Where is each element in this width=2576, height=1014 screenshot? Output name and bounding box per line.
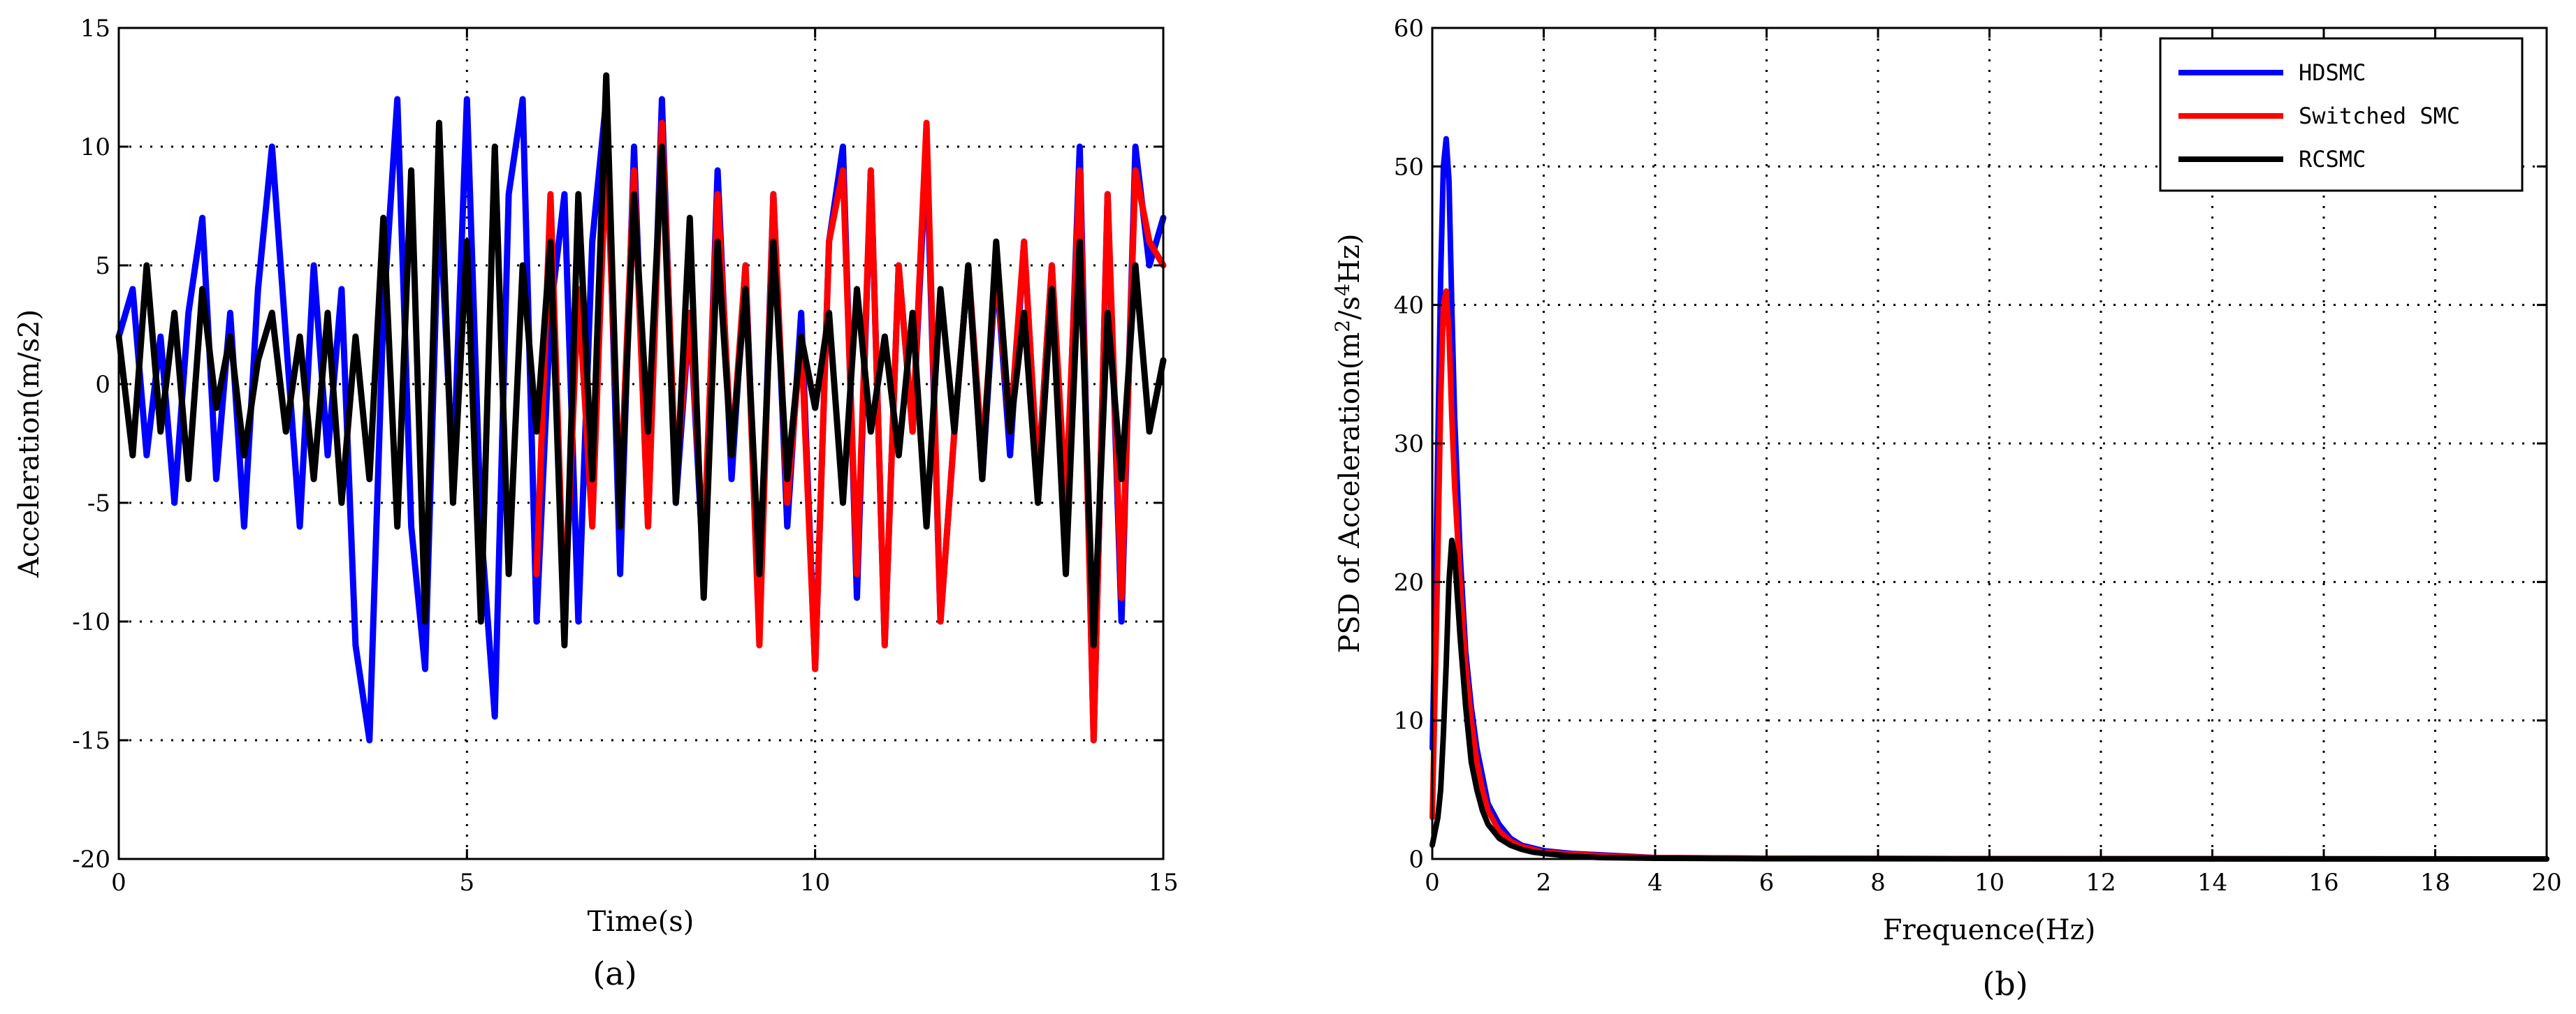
- panel-a: 0 5 10 15 -20 -15 -10 -5 0 5 10 15 Time(s) Accelera…: [13, 15, 1179, 992]
- y-tick-label: 30: [1394, 430, 1424, 458]
- y-tick-label: -15: [72, 727, 110, 755]
- panel-a-frame: [117, 27, 1165, 860]
- x-tick-label: 0: [111, 869, 126, 897]
- ylabel-prefix: PSD of Acceleration(m: [1334, 332, 1366, 654]
- x-tick-label: 16: [2308, 869, 2338, 897]
- ylabel-mid: /s: [1334, 296, 1366, 320]
- panel-b-lines: [1429, 135, 2549, 862]
- y-tick-label: 0: [1409, 846, 1424, 874]
- y-tick-label: 5: [95, 252, 110, 280]
- y-tick-label: 40: [1394, 292, 1424, 320]
- x-tick-label: 4: [1647, 869, 1663, 897]
- x-tick-label: 20: [2531, 869, 2561, 897]
- x-tick-label: 15: [1148, 869, 1178, 897]
- y-tick-label: 15: [80, 15, 110, 43]
- panel-b: 0 2 4 6 8 10 12 14 16 18 20 0 10 20 30 40 50 60 Frequence…: [1331, 15, 2562, 1003]
- y-tick-label: -5: [87, 490, 110, 517]
- legend-label-switched-smc: Switched SMC: [2299, 103, 2460, 129]
- y-tick-label: 10: [1394, 707, 1424, 735]
- x-tick-label: 14: [2197, 869, 2227, 897]
- panel-a-ticks: 0 5 10 15 -20 -15 -10 -5 0 5 10 15: [72, 15, 1178, 897]
- y-tick-label: 50: [1394, 153, 1424, 181]
- legend-label-rcsmc: RCSMC: [2299, 146, 2366, 172]
- y-tick-label: 60: [1394, 15, 1424, 43]
- x-tick-label: 6: [1759, 869, 1775, 897]
- x-tick-label: 2: [1536, 869, 1552, 897]
- series-line-switched-smc: [1429, 288, 2549, 862]
- x-tick-label: 10: [800, 869, 830, 897]
- panel-a-lines: [115, 72, 1167, 744]
- panel-b-caption: (b): [1982, 965, 2028, 1003]
- x-tick-label: 10: [1974, 869, 2004, 897]
- panel-a-xlabel: Time(s): [588, 906, 694, 938]
- ylabel-suffix: Hz): [1334, 234, 1366, 284]
- x-tick-label: 0: [1425, 869, 1440, 897]
- panel-b-grid: [1432, 28, 2547, 859]
- x-tick-label: 5: [460, 869, 475, 897]
- panel-a-ylabel: Acceleration(m/s2): [13, 309, 45, 578]
- ylabel-sup2: 4: [1331, 284, 1354, 296]
- series-line-rcsmc: [115, 72, 1167, 649]
- y-tick-label: 10: [80, 133, 110, 161]
- legend: HDSMC Switched SMC RCSMC: [2159, 37, 2524, 192]
- y-tick-label: 0: [95, 371, 110, 399]
- x-tick-label: 18: [2420, 869, 2450, 897]
- ylabel-sup1: 2: [1331, 320, 1354, 332]
- panel-b-ylabel: PSD of Acceleration(m2/s4Hz): [1331, 234, 1366, 654]
- y-tick-label: 20: [1394, 568, 1424, 596]
- x-tick-label: 8: [1870, 869, 1886, 897]
- y-tick-label: -20: [72, 846, 110, 874]
- y-tick-label: -10: [72, 608, 110, 636]
- panel-b-ticks: 0 2 4 6 8 10 12 14 16 18 20 0 10 20 30 40 50 60: [1394, 15, 2562, 897]
- panel-b-xlabel: Frequence(Hz): [1883, 914, 2096, 946]
- legend-label-hdsmc: HDSMC: [2299, 59, 2366, 86]
- x-tick-label: 12: [2086, 869, 2116, 897]
- panel-a-caption: (a): [592, 955, 636, 992]
- series-line-rcsmc: [1429, 537, 2549, 862]
